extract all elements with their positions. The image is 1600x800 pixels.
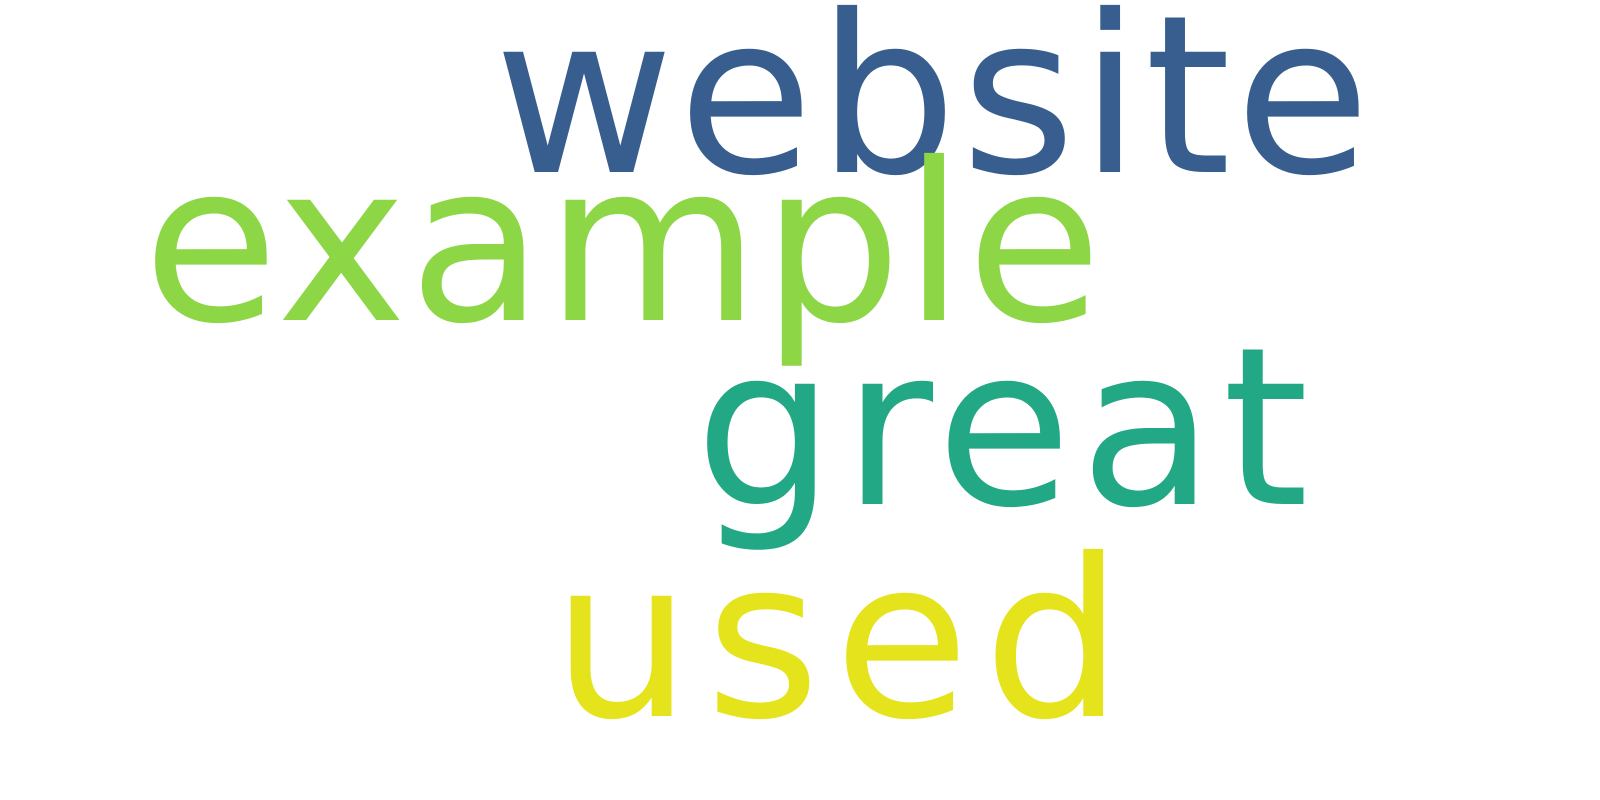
word-great: great: [695, 300, 1317, 556]
word-example: example: [143, 116, 1104, 372]
word-used: used: [552, 512, 1138, 768]
word-website: website: [494, 0, 1375, 224]
